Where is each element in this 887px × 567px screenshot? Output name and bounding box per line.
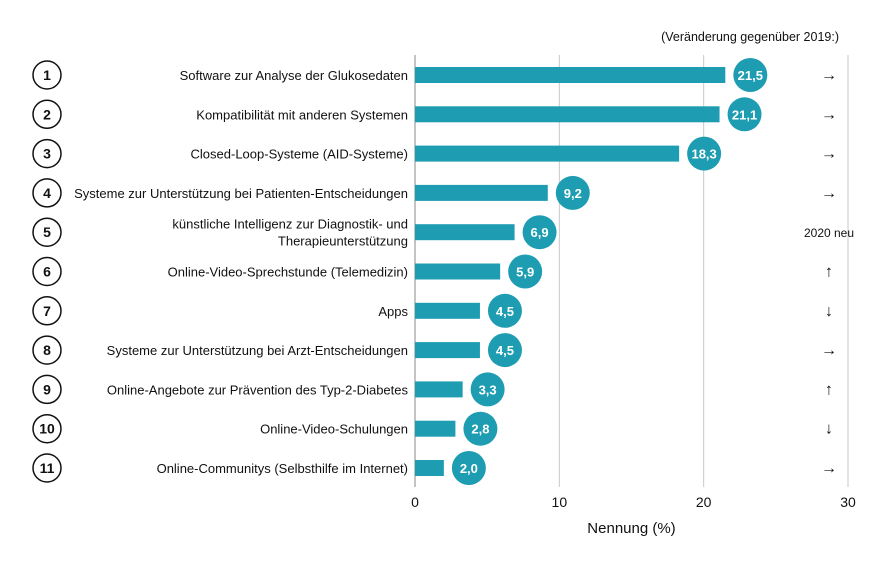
bar	[415, 106, 720, 123]
change-indicator: →	[821, 67, 837, 84]
value-badge	[487, 293, 522, 328]
value-label: 4,5	[496, 343, 514, 358]
rank-number: 5	[43, 224, 51, 240]
value-badge	[687, 136, 722, 171]
rank-circle	[32, 99, 62, 130]
bar	[415, 224, 515, 241]
x-tick-label: 0	[411, 494, 419, 510]
value-label: 21,1	[732, 107, 757, 122]
value-badge	[470, 372, 505, 407]
rank-number: 1	[43, 67, 51, 83]
x-tick-label: 20	[696, 494, 712, 510]
category-label: Software zur Analyse der Glukosedaten	[180, 68, 408, 83]
rank-circle	[32, 138, 62, 169]
change-indicator: ↑	[825, 264, 833, 281]
rank-circle	[32, 178, 62, 208]
bar	[415, 184, 548, 201]
category-label: Therapieunterstützung	[278, 234, 408, 249]
rank-number: 8	[43, 342, 51, 358]
category-label: Closed-Loop-Systeme (AID-Systeme)	[191, 147, 408, 162]
rank-circle	[32, 453, 62, 483]
bar	[415, 381, 463, 398]
value-badge	[487, 333, 522, 368]
rank-number: 10	[39, 421, 55, 437]
change-indicator: →	[821, 185, 837, 202]
bar	[415, 67, 726, 83]
bar	[415, 342, 480, 359]
rank-number: 6	[43, 264, 51, 280]
bar	[415, 263, 501, 280]
value-badge	[727, 97, 762, 132]
rank-circle	[32, 217, 62, 247]
value-badge	[733, 58, 768, 92]
value-label: 2,0	[460, 461, 478, 476]
value-badge	[451, 451, 486, 485]
value-badge	[463, 411, 498, 446]
rank-circle	[32, 335, 62, 365]
category-label: Apps	[378, 304, 408, 319]
change-indicator: →	[821, 460, 837, 477]
rank-circle	[32, 374, 62, 405]
change-indicator: →	[821, 342, 837, 359]
x-tick-label: 30	[840, 494, 856, 510]
rank-number: 3	[43, 146, 51, 162]
bar	[415, 145, 680, 162]
value-label: 5,9	[516, 265, 534, 280]
value-badge	[555, 175, 590, 210]
change-legend-note: (Veränderung gegenüber 2019:)	[661, 30, 839, 44]
bar	[415, 420, 456, 437]
change-indicator: →	[821, 106, 837, 123]
value-label: 4,5	[496, 304, 514, 319]
value-label: 2,8	[471, 422, 489, 437]
category-label: Online-Communitys (Selbsthilfe im Intern…	[157, 461, 408, 476]
rank-circle	[32, 413, 62, 444]
rank-number: 9	[43, 381, 51, 397]
change-indicator: ↓	[825, 421, 833, 438]
change-indicator: 2020 neu	[804, 226, 854, 240]
value-label: 6,9	[531, 225, 549, 240]
rank-circle	[32, 296, 62, 326]
rank-number: 2	[43, 106, 51, 122]
change-indicator: →	[821, 146, 837, 163]
rank-number: 7	[43, 303, 51, 319]
change-indicator: ↓	[825, 303, 833, 320]
rank-number: 11	[40, 460, 55, 476]
value-label: 3,3	[479, 382, 497, 397]
category-label: künstliche Intelligenz zur Diagnostik- u…	[172, 217, 408, 232]
rank-circle	[32, 256, 62, 287]
category-label: Systeme zur Unterstützung bei Arzt-Entsc…	[107, 343, 408, 358]
bar	[415, 460, 444, 476]
change-indicator: ↑	[825, 381, 833, 398]
rank-circle	[32, 60, 62, 90]
value-label: 21,5	[738, 68, 763, 83]
x-tick-label: 10	[552, 494, 568, 510]
value-label: 18,3	[691, 147, 716, 162]
bar	[415, 302, 480, 319]
category-label: Online-Video-Sprechstunde (Telemedizin)	[168, 265, 408, 280]
category-label: Kompatibilität mit anderen Systemen	[196, 107, 408, 122]
value-label: 9,2	[564, 186, 582, 201]
x-axis-label: Nennung (%)	[587, 520, 675, 537]
rank-number: 4	[43, 185, 51, 201]
category-label: Online-Video-Schulungen	[260, 422, 408, 437]
category-label: Online-Angebote zur Prävention des Typ-2…	[107, 382, 409, 397]
value-badge	[508, 254, 543, 289]
category-label: Systeme zur Unterstützung bei Patienten-…	[74, 186, 408, 201]
value-badge	[522, 215, 557, 250]
